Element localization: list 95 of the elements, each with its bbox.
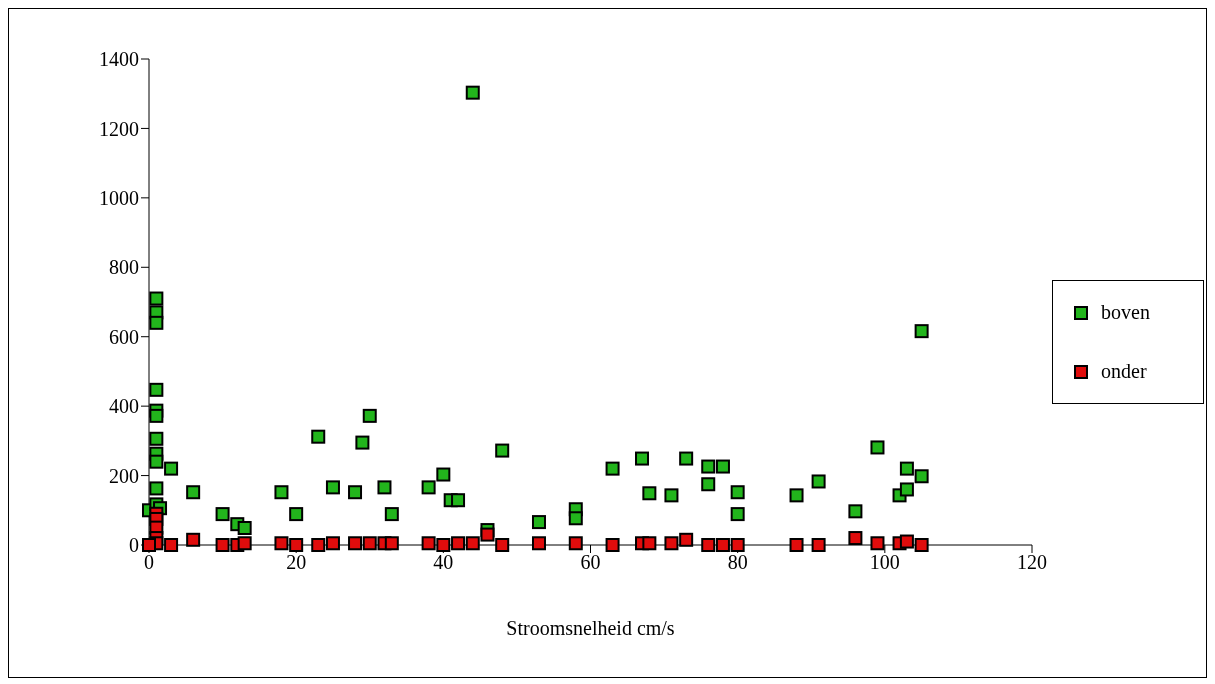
point (899, 534, 914, 549)
x-tick-label: 20 (286, 551, 307, 574)
point (664, 488, 679, 503)
point (164, 461, 179, 476)
point (325, 536, 340, 551)
point (362, 408, 377, 423)
point (274, 485, 289, 500)
point (186, 532, 201, 547)
point (149, 431, 164, 446)
point (384, 507, 399, 522)
x-tick-label: 100 (869, 551, 900, 574)
point (215, 507, 230, 522)
point (789, 538, 804, 552)
point (914, 324, 929, 339)
point (899, 482, 914, 497)
point (531, 515, 546, 530)
point (436, 467, 451, 482)
point (149, 408, 164, 423)
x-tick-label: 40 (433, 551, 454, 574)
point (480, 527, 495, 542)
point (789, 488, 804, 503)
point (848, 531, 863, 546)
x-tick-label: 0 (144, 551, 154, 574)
point (642, 486, 657, 501)
point (914, 469, 929, 484)
point (377, 480, 392, 495)
y-tick-label: 1000 (99, 186, 139, 209)
y-tick-label: 800 (109, 256, 139, 279)
x-axis-title: Stroomsnelheid cm/s (506, 617, 675, 639)
point (730, 507, 745, 522)
legend-label: boven (1101, 301, 1150, 324)
x-tick-label: 80 (727, 551, 748, 574)
point (531, 536, 546, 551)
point (436, 538, 451, 552)
point (848, 504, 863, 519)
y-tick-label: 600 (109, 325, 139, 348)
y-tick-label: 400 (109, 395, 139, 418)
point (149, 481, 164, 496)
point (605, 461, 620, 476)
point (465, 85, 480, 100)
point (362, 536, 377, 551)
point (914, 538, 929, 552)
x-tick-label: 120 (1017, 551, 1047, 574)
point (870, 440, 885, 455)
point (348, 536, 363, 551)
y-tick-label: 0 (129, 534, 139, 557)
point (730, 538, 745, 552)
point (870, 536, 885, 551)
point (679, 451, 694, 466)
point (701, 477, 716, 492)
point (289, 538, 304, 552)
point (568, 536, 583, 551)
point (664, 536, 679, 551)
point (311, 538, 326, 552)
point (715, 538, 730, 552)
y-tick-label: 1400 (99, 48, 139, 71)
point (679, 532, 694, 547)
y-tick-label: 200 (109, 464, 139, 487)
x-tick-label: 60 (580, 551, 601, 574)
point (149, 291, 164, 306)
point (605, 538, 620, 552)
point (215, 538, 230, 552)
point (186, 485, 201, 500)
point (289, 507, 304, 522)
point (715, 459, 730, 474)
point (701, 459, 716, 474)
point (311, 429, 326, 444)
point (149, 382, 164, 397)
point (642, 536, 657, 551)
point (451, 536, 466, 551)
legend-label: onder (1101, 360, 1147, 383)
point (164, 538, 179, 552)
y-tick-label: 1200 (99, 117, 139, 140)
point (730, 485, 745, 500)
point (325, 480, 340, 495)
point (495, 538, 510, 552)
point (635, 451, 650, 466)
point (355, 435, 370, 450)
point (465, 536, 480, 551)
point (451, 493, 466, 508)
point (568, 511, 583, 526)
point (495, 443, 510, 458)
point (421, 480, 436, 495)
point (421, 536, 436, 551)
point (701, 538, 716, 552)
point (348, 485, 363, 500)
point (274, 536, 289, 551)
point (149, 454, 164, 469)
point (811, 474, 826, 489)
point (384, 536, 399, 551)
point (811, 538, 826, 552)
point (149, 315, 164, 330)
point (237, 520, 252, 535)
point (237, 536, 252, 551)
point (899, 461, 914, 476)
